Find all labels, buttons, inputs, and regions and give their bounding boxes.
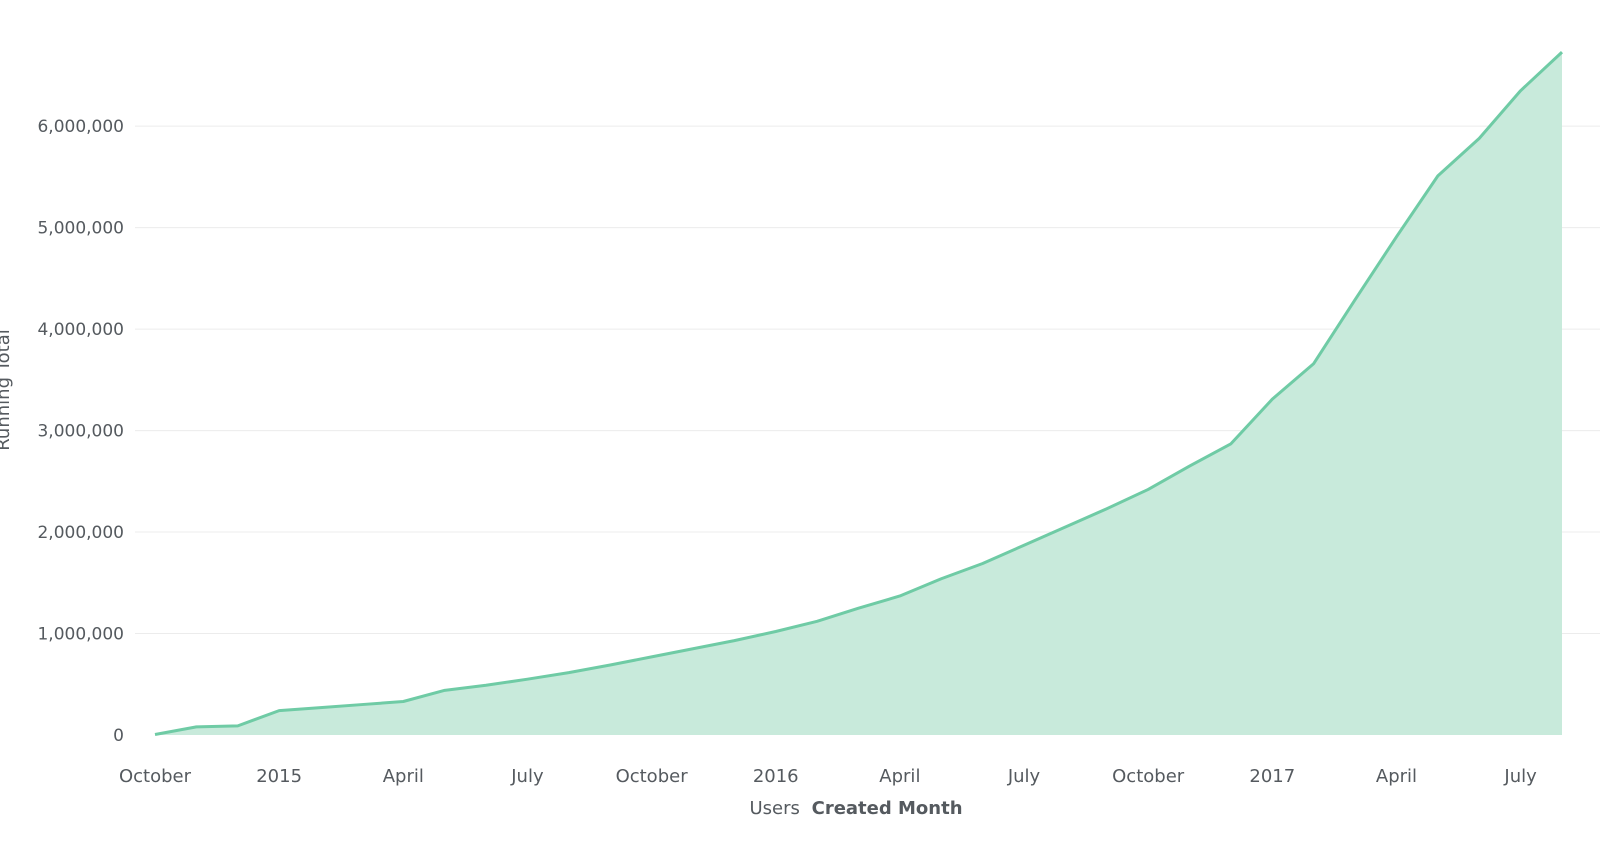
data-point[interactable] [1473, 132, 1485, 144]
data-point[interactable] [1556, 46, 1568, 58]
x-tick-label: 2016 [753, 766, 799, 787]
x-tick-label: July [1503, 766, 1537, 787]
y-tick-label: 4,000,000 [37, 320, 124, 340]
data-point[interactable] [1225, 438, 1237, 450]
data-point[interactable] [1184, 460, 1196, 472]
data-point[interactable] [1142, 483, 1154, 495]
data-point[interactable] [521, 673, 533, 685]
x-tick-label: October [1112, 766, 1185, 787]
y-tick-label: 6,000,000 [37, 117, 124, 137]
data-point[interactable] [604, 659, 616, 671]
data-point[interactable] [190, 721, 202, 733]
x-axis-ticks: October 2015 April July October 2016 April July… [119, 766, 1537, 787]
x-axis-title-bold: Created Month [812, 798, 963, 819]
data-point[interactable] [1432, 170, 1444, 182]
x-tick-label: October [119, 766, 192, 787]
area-fill [155, 52, 1562, 736]
data-point[interactable] [728, 635, 740, 647]
data-point[interactable] [1266, 393, 1278, 405]
data-point[interactable] [935, 573, 947, 585]
data-point[interactable] [811, 615, 823, 627]
y-tick-label: 3,000,000 [37, 422, 124, 442]
data-point[interactable] [563, 667, 575, 679]
data-point[interactable] [1308, 358, 1320, 370]
x-tick-label: April [383, 766, 424, 787]
y-tick-label: 5,000,000 [37, 219, 124, 239]
y-tick-label: 2,000,000 [37, 523, 124, 543]
data-point[interactable] [687, 643, 699, 655]
y-tick-label: 1,000,000 [37, 625, 124, 645]
series-line [154, 51, 1564, 736]
x-tick-label: July [1007, 766, 1041, 787]
data-point[interactable] [1349, 294, 1361, 306]
data-point[interactable] [1515, 85, 1527, 97]
data-point[interactable] [1059, 521, 1071, 533]
x-tick-label: 2017 [1249, 766, 1295, 787]
data-point[interactable] [977, 558, 989, 570]
area-series [149, 46, 1568, 740]
data-point[interactable] [1390, 231, 1402, 243]
data-point[interactable] [646, 651, 658, 663]
data-point[interactable] [894, 590, 906, 602]
data-point[interactable] [397, 696, 409, 708]
x-axis-title-prefix: Users [749, 798, 799, 819]
y-axis-ticks: 0 1,000,000 2,000,000 3,000,000 4,000,000 5,0… [37, 117, 124, 746]
data-point[interactable] [853, 602, 865, 614]
data-point[interactable] [480, 679, 492, 691]
x-axis-title: Users Created Month [749, 798, 962, 819]
data-point[interactable] [315, 702, 327, 714]
data-point[interactable] [273, 705, 285, 717]
data-point[interactable] [232, 720, 244, 732]
x-tick-label: July [510, 766, 544, 787]
y-tick-label: 0 [113, 726, 124, 746]
x-tick-label: October [616, 766, 689, 787]
x-tick-label: 2015 [256, 766, 302, 787]
y-axis-title: Running Total [0, 329, 14, 451]
data-point[interactable] [149, 728, 161, 740]
data-point[interactable] [770, 626, 782, 638]
data-point[interactable] [1101, 503, 1113, 515]
data-point[interactable] [439, 684, 451, 696]
data-point[interactable] [1018, 539, 1030, 551]
data-point[interactable] [356, 699, 368, 711]
x-tick-label: April [879, 766, 920, 787]
x-tick-label: April [1376, 766, 1417, 787]
